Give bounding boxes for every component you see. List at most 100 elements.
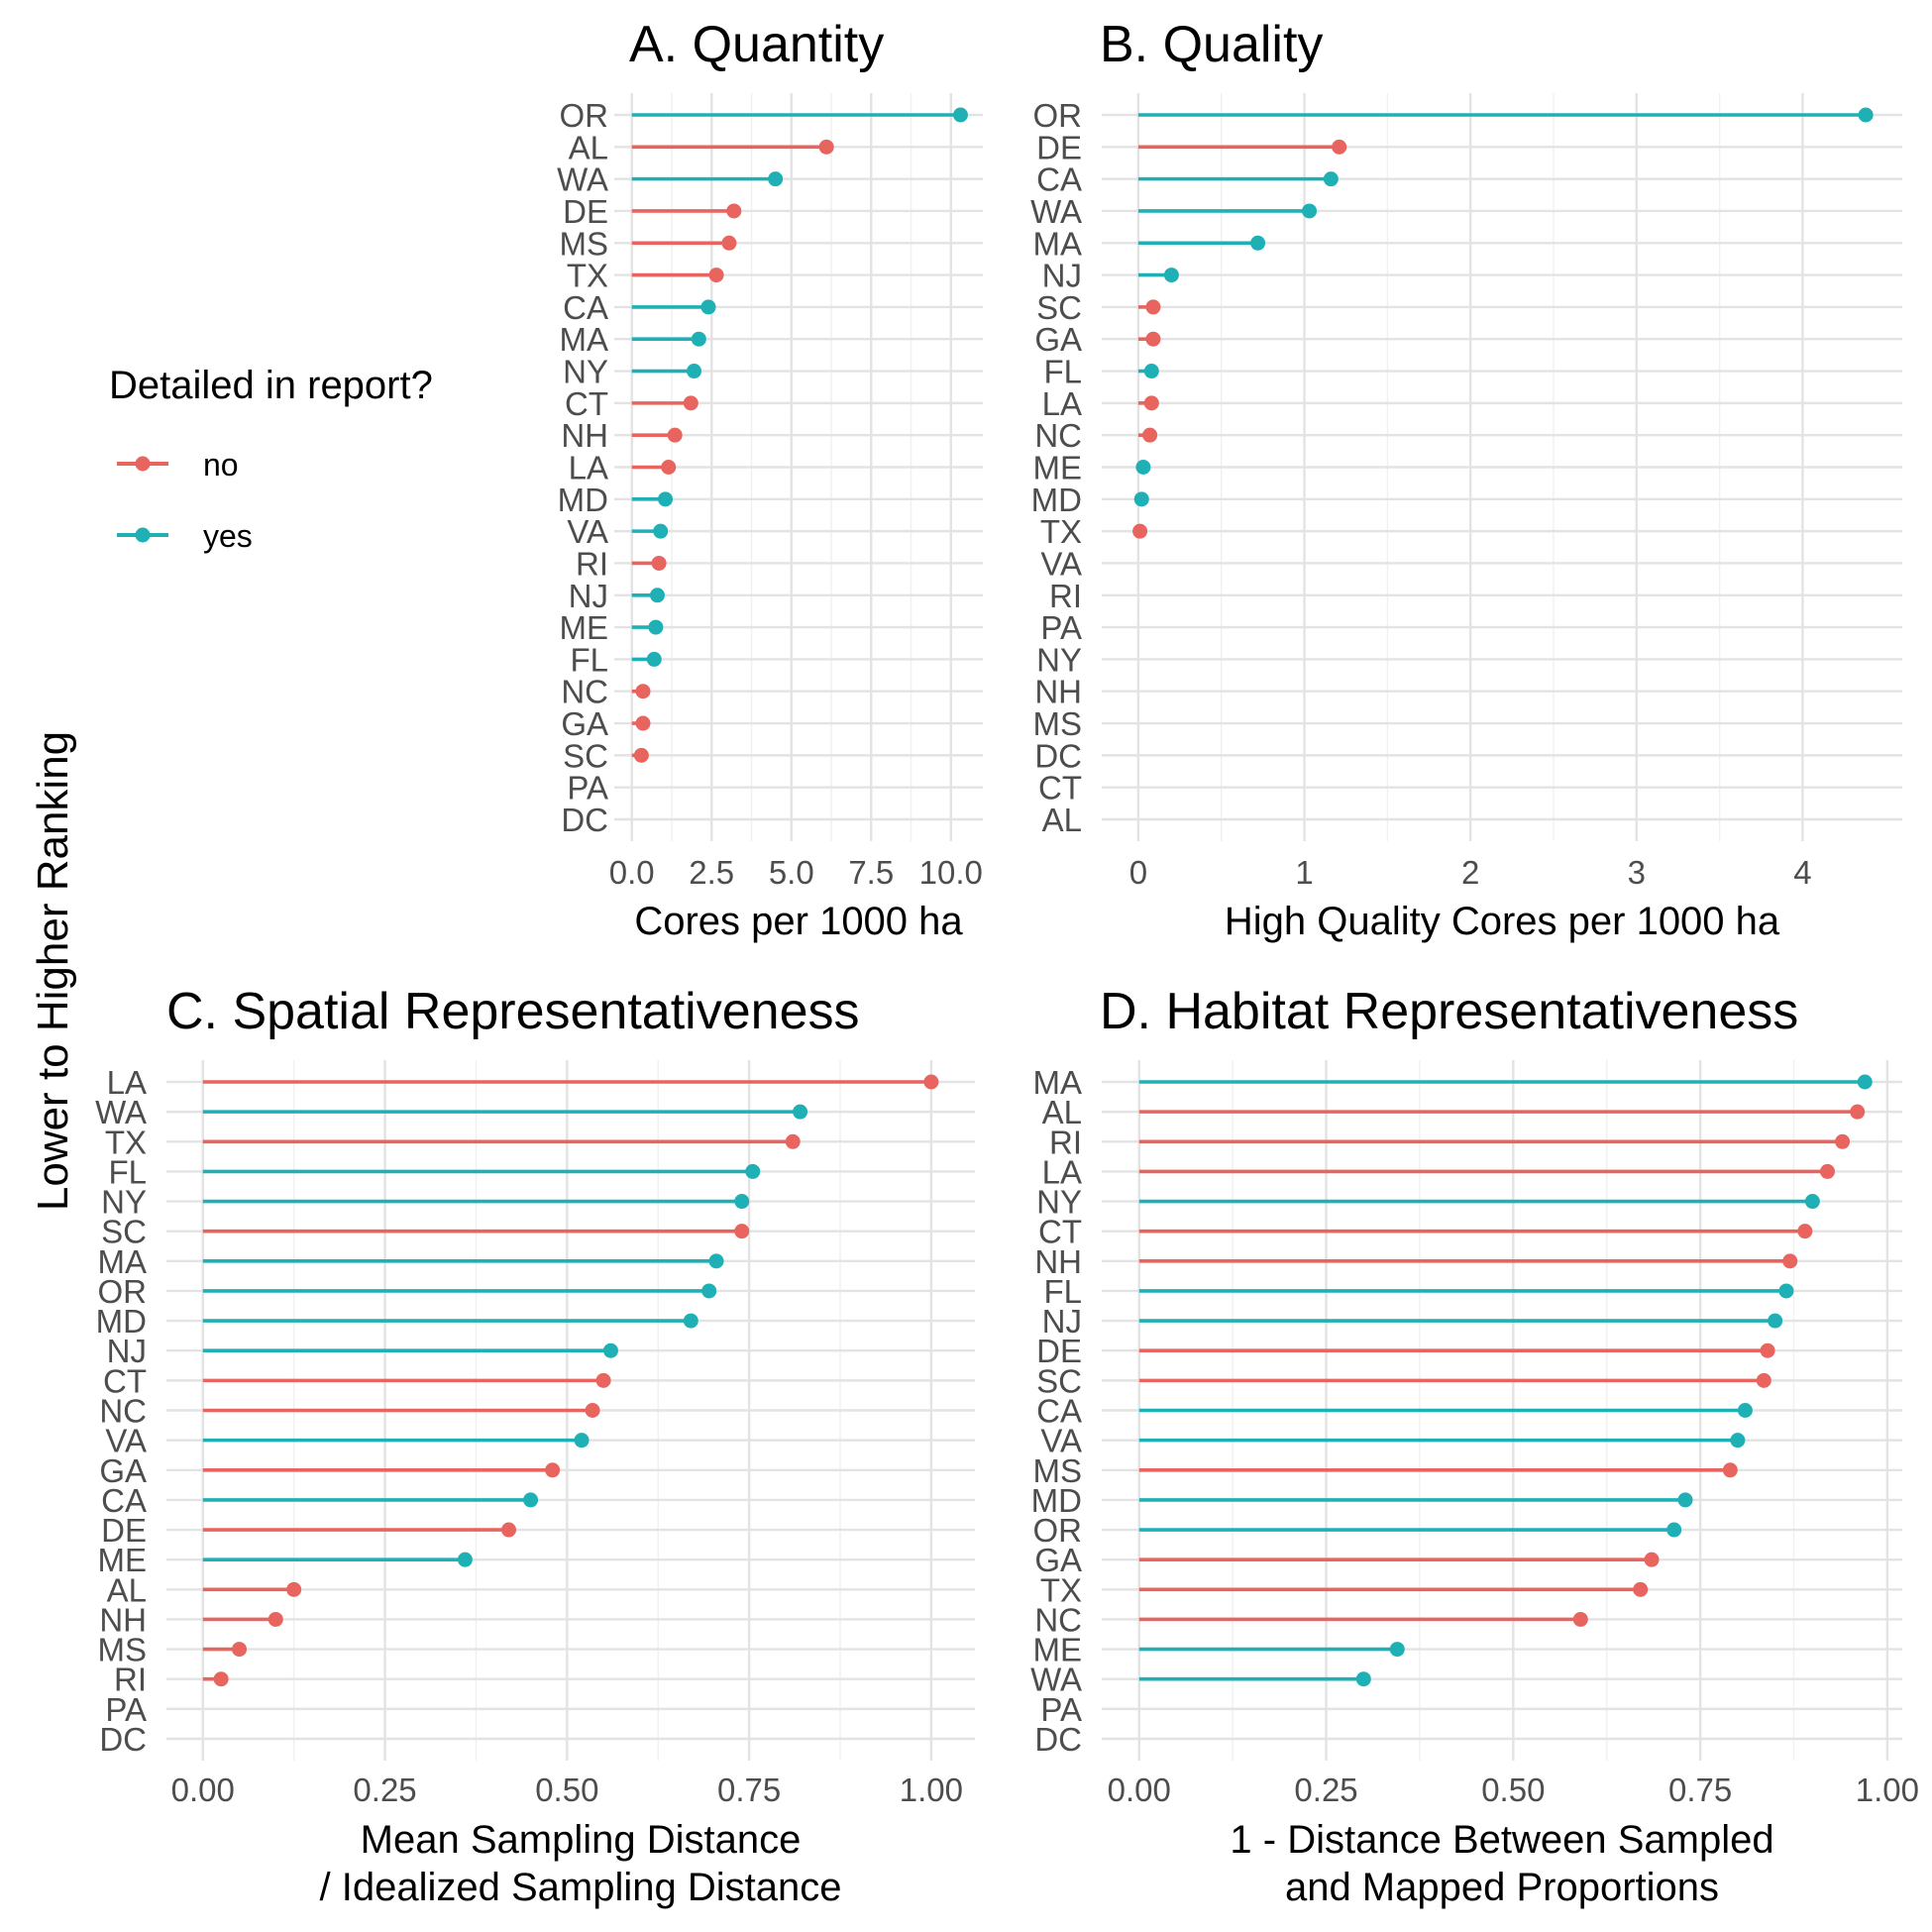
lollipop-point-GA <box>1644 1552 1660 1567</box>
state-tick-label: MA <box>1033 1064 1083 1101</box>
lollipop-point-MD <box>1133 491 1149 507</box>
state-tick-label: MS <box>560 225 609 262</box>
panel-b-grid <box>1102 93 1902 841</box>
lollipop-point-MD <box>1677 1492 1693 1508</box>
x-tick-label: 2.5 <box>689 854 734 891</box>
state-tick-label: MD <box>558 482 608 518</box>
lollipop-point-WA <box>793 1104 808 1120</box>
panel-a-x-axis-title: Cores per 1000 ha <box>634 900 963 943</box>
lollipop-point-NY <box>687 364 702 379</box>
state-tick-label: NY <box>1036 1184 1082 1221</box>
lollipop-point-DE <box>1332 139 1347 155</box>
x-tick-label: 4 <box>1793 854 1811 891</box>
state-tick-label: OR <box>1033 97 1083 134</box>
x-tick-label: 5.0 <box>769 854 814 891</box>
state-tick-label: PA <box>1040 609 1082 646</box>
x-tick-label: 1.00 <box>900 1771 963 1808</box>
lollipop-point-OR <box>952 107 968 123</box>
lollipop-point-ME <box>648 619 664 635</box>
lollipop-point-NY <box>1804 1194 1820 1210</box>
state-tick-label: NC <box>1034 417 1082 454</box>
panel-d-x-axis-title: and Mapped Proportions <box>1285 1866 1719 1909</box>
state-tick-label: SC <box>101 1214 147 1250</box>
state-tick-label: CT <box>1038 1214 1082 1250</box>
lollipop-point-SC <box>633 747 649 763</box>
state-tick-label: MD <box>1031 1482 1082 1519</box>
lollipop-point-NC <box>1142 427 1158 443</box>
lollipop-point-FL <box>1778 1283 1794 1299</box>
x-tick-label: 10.0 <box>919 854 983 891</box>
state-tick-label: SC <box>1036 1362 1082 1399</box>
legend-label-yes: yes <box>203 518 253 554</box>
state-tick-label: SC <box>1036 289 1082 326</box>
state-tick-label: TX <box>567 258 608 294</box>
lollipop-point-NJ <box>1768 1313 1783 1329</box>
lollipop-point-CA <box>700 299 716 315</box>
state-tick-label: MD <box>96 1303 147 1340</box>
lollipop-point-NH <box>667 427 683 443</box>
lollipop-point-MS <box>1722 1462 1738 1478</box>
legend-entry-yes: yes <box>117 518 253 554</box>
state-tick-label: DE <box>1036 1333 1082 1369</box>
state-tick-label: AL <box>107 1571 147 1608</box>
lollipop-point-ME <box>1135 460 1151 475</box>
panel-c-title: C. Spatial Representativeness <box>166 983 860 1040</box>
state-tick-label: AL <box>1042 1094 1082 1130</box>
lollipop-point-SC <box>1756 1372 1771 1388</box>
state-tick-label: RI <box>114 1662 147 1698</box>
state-tick-label: NY <box>563 354 608 390</box>
lollipop-point-DE <box>501 1522 517 1538</box>
panel-a: A. Quantity ORALWADEMSTXCAMANYCTNHLAMDVAR… <box>557 16 983 943</box>
state-tick-label: WA <box>95 1094 147 1130</box>
state-tick-label: WA <box>1030 1662 1082 1698</box>
lollipop-point-CT <box>1797 1224 1813 1239</box>
lollipop-point-RI <box>651 555 667 571</box>
state-tick-label: NH <box>1034 674 1082 710</box>
state-tick-label: LA <box>107 1064 147 1101</box>
lollipop-point-NC <box>635 684 651 699</box>
state-tick-label: NJ <box>1042 1303 1082 1340</box>
state-tick-label: NJ <box>569 578 608 614</box>
lollipop-point-CA <box>1323 171 1339 187</box>
state-tick-label: CA <box>1036 161 1082 198</box>
lollipop-point-NC <box>585 1403 600 1418</box>
lollipop-point-SC <box>1145 299 1161 315</box>
state-tick-label: NJ <box>107 1333 147 1369</box>
state-tick-label: FL <box>1043 1273 1082 1310</box>
lollipop-point-NJ <box>602 1342 618 1358</box>
state-tick-label: DC <box>99 1721 147 1758</box>
state-tick-label: OR <box>1033 1512 1083 1549</box>
x-tick-label: 0.50 <box>1481 1771 1545 1808</box>
x-tick-label: 0.00 <box>171 1771 235 1808</box>
lollipop-point-ME <box>457 1552 473 1567</box>
state-tick-label: VA <box>105 1423 147 1459</box>
state-tick-label: RI <box>1049 578 1082 614</box>
state-tick-label: VA <box>1040 545 1082 582</box>
lollipop-point-LA <box>1143 395 1159 411</box>
lollipop-point-MA <box>708 1253 724 1269</box>
state-tick-label: AL <box>1042 802 1082 838</box>
state-tick-label: CA <box>1036 1393 1082 1430</box>
state-tick-label: NY <box>1036 641 1082 678</box>
state-tick-label: AL <box>569 129 608 165</box>
x-tick-label: 1.00 <box>1856 1771 1919 1808</box>
x-tick-label: 3 <box>1628 854 1646 891</box>
lollipop-point-RI <box>1835 1133 1851 1149</box>
state-tick-label: TX <box>105 1124 147 1160</box>
state-tick-label: MA <box>560 321 609 358</box>
legend-key-yes-dot <box>135 527 151 543</box>
legend-label-no: no <box>203 447 239 483</box>
lollipop-point-NJ <box>649 588 665 603</box>
state-tick-label: OR <box>560 97 609 134</box>
lollipop-point-TX <box>1132 523 1148 539</box>
state-tick-label: CA <box>101 1482 147 1519</box>
lollipop-point-FL <box>745 1163 761 1179</box>
x-tick-label: 0.75 <box>1668 1771 1732 1808</box>
lollipop-point-LA <box>661 460 677 475</box>
lollipop-point-VA <box>1730 1433 1746 1449</box>
lollipop-point-WA <box>1355 1671 1371 1687</box>
lollipop-point-NC <box>1572 1611 1588 1627</box>
x-tick-label: 0.00 <box>1108 1771 1171 1808</box>
lollipop-point-TX <box>785 1133 801 1149</box>
lollipop-point-NY <box>734 1194 750 1210</box>
